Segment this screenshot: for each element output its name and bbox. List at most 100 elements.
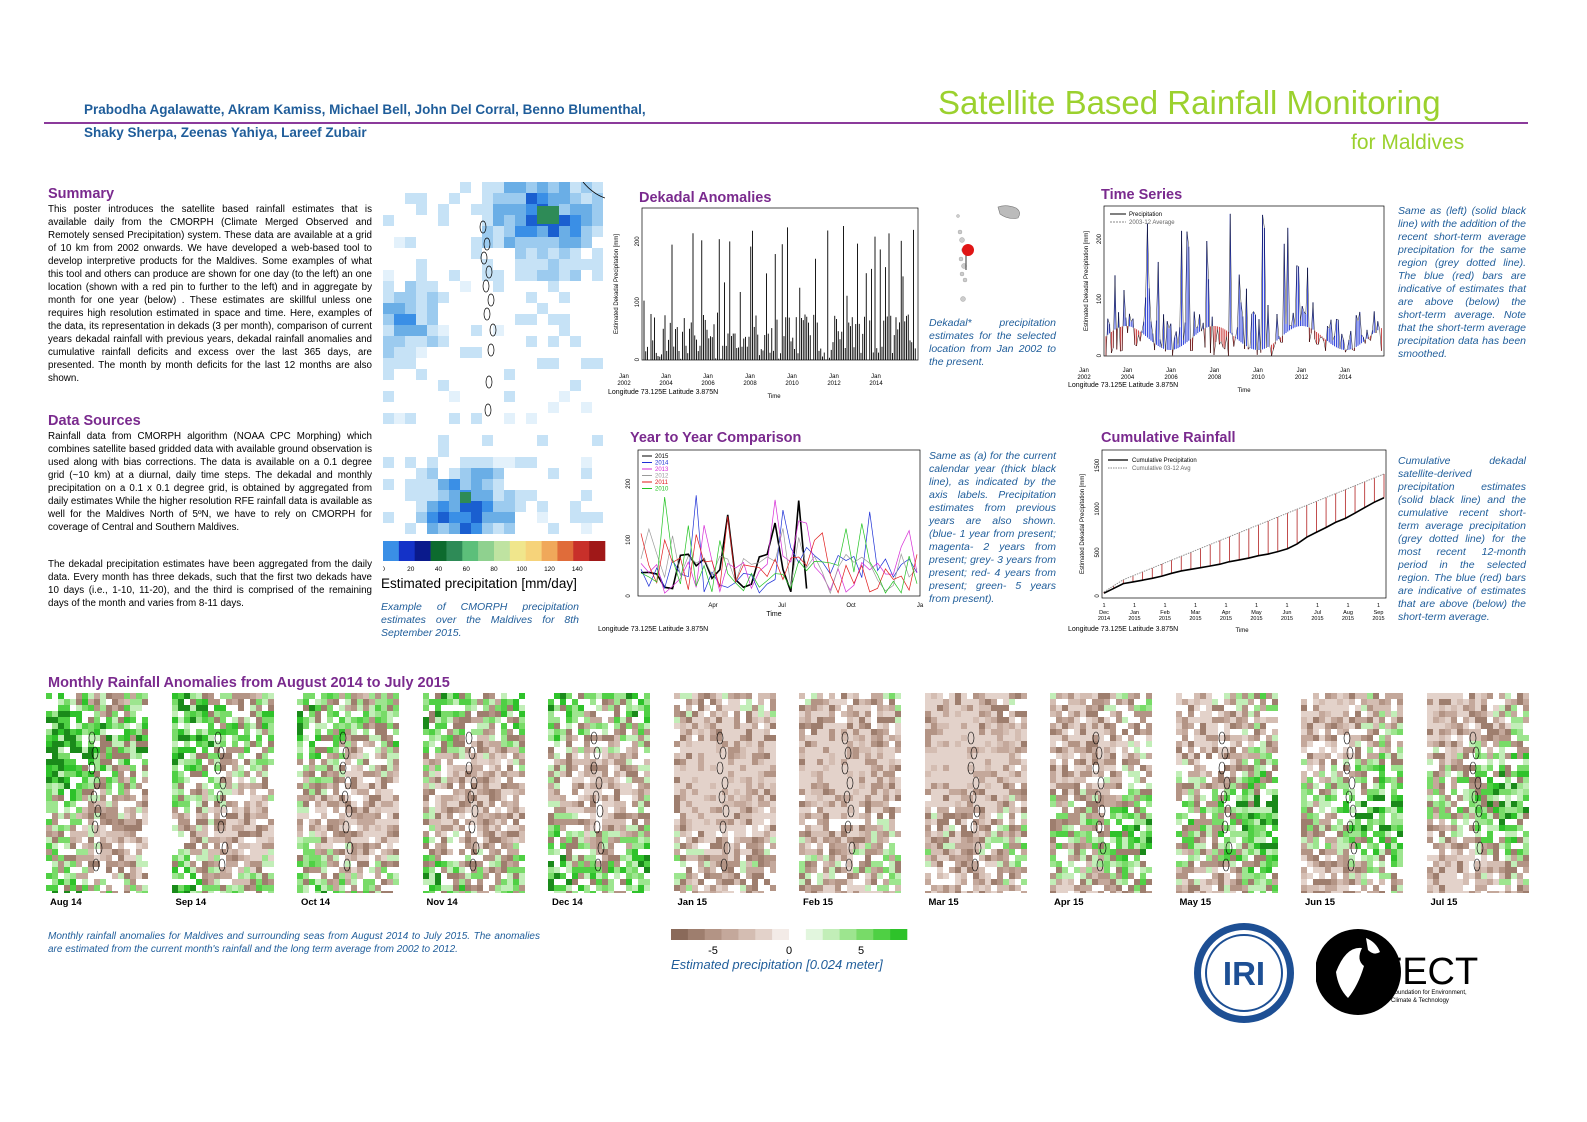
anomaly-cell xyxy=(195,711,202,717)
anomaly-cell xyxy=(506,891,513,897)
anomaly-cell xyxy=(799,759,805,765)
anomaly-cell xyxy=(865,723,871,729)
anomaly-cell xyxy=(142,771,148,777)
anomaly-cell xyxy=(859,867,865,873)
anomaly-cell xyxy=(799,879,805,885)
anomaly-cell xyxy=(948,825,955,831)
anomaly-cell xyxy=(889,693,895,699)
anomaly-cell xyxy=(960,741,967,747)
anomaly-cell xyxy=(118,741,124,747)
anomaly-cell xyxy=(231,879,238,885)
anomaly-cell xyxy=(996,831,1003,837)
anomaly-cell xyxy=(960,825,967,831)
anomaly-cell xyxy=(954,849,961,855)
anomaly-cell xyxy=(990,711,997,717)
anomaly-cell xyxy=(136,885,142,891)
anomaly-cell xyxy=(608,759,614,765)
anomaly-cell xyxy=(889,813,895,819)
anomaly-cell xyxy=(990,777,997,783)
anomaly-cell xyxy=(333,891,339,897)
anomaly-cell xyxy=(249,777,256,783)
anomaly-cell xyxy=(805,807,811,813)
map-cell xyxy=(427,281,438,292)
map-cell xyxy=(537,358,548,369)
anomaly-cell xyxy=(697,699,704,705)
anomaly-cell xyxy=(428,771,435,777)
map-cell xyxy=(548,468,559,479)
anomaly-cell xyxy=(895,765,901,771)
anomaly-cell xyxy=(183,867,190,873)
anomaly-cell xyxy=(817,795,823,801)
coastline xyxy=(582,182,605,199)
anomaly-cell xyxy=(482,801,489,807)
anomaly-cell xyxy=(1074,831,1080,837)
anomaly-cell xyxy=(548,699,554,705)
anomaly-cell xyxy=(709,783,716,789)
anomaly-cell xyxy=(375,771,381,777)
anomaly-cell xyxy=(626,813,632,819)
anomaly-cell xyxy=(757,705,764,711)
map-cell xyxy=(526,248,537,259)
anomaly-cell xyxy=(183,777,190,783)
anomaly-cell xyxy=(1074,813,1080,819)
anomaly-cell xyxy=(219,723,226,729)
anomaly-cell xyxy=(620,765,626,771)
anomaly-cell xyxy=(243,813,250,819)
anomaly-cell xyxy=(829,813,835,819)
anomaly-cell xyxy=(464,891,471,897)
anomaly-cell xyxy=(64,879,70,885)
anomaly-cell xyxy=(644,861,650,867)
anomaly-cell xyxy=(978,825,985,831)
anomaly-cell xyxy=(691,741,698,747)
anomaly-cell xyxy=(799,729,805,735)
anomaly-cell xyxy=(506,801,513,807)
anomaly-cell xyxy=(267,891,274,897)
anomaly-cell xyxy=(823,711,829,717)
map-cell xyxy=(394,347,405,358)
anomaly-cell xyxy=(620,693,626,699)
anomaly-cell xyxy=(811,705,817,711)
anomaly-cell xyxy=(375,855,381,861)
anomaly-cell xyxy=(895,783,901,789)
anomaly-cell xyxy=(345,837,351,843)
anomaly-cell xyxy=(739,747,746,753)
anomaly-cell xyxy=(363,783,369,789)
anomaly-cell xyxy=(924,837,931,843)
anomaly-cell xyxy=(1086,771,1092,777)
anomaly-cell xyxy=(106,735,112,741)
anomaly-cell xyxy=(130,831,136,837)
anomaly-cell xyxy=(506,765,513,771)
anomaly-cell xyxy=(255,759,262,765)
anomaly-cell xyxy=(942,801,949,807)
anomaly-cell xyxy=(225,891,232,897)
anomaly-cell xyxy=(763,849,770,855)
anomaly-cell xyxy=(237,771,244,777)
anomaly-cell xyxy=(709,855,716,861)
anomaly-cell xyxy=(375,729,381,735)
anomaly-cell xyxy=(602,831,608,837)
anomaly-cell xyxy=(942,765,949,771)
anomaly-cell xyxy=(596,771,602,777)
anomaly-cell xyxy=(978,837,985,843)
anomaly-cell xyxy=(751,741,758,747)
anomaly-cell xyxy=(82,693,88,699)
legend-label: 2003-12 Average xyxy=(1129,220,1175,226)
map-cell xyxy=(570,204,581,215)
anomaly-cell xyxy=(709,807,716,813)
anomaly-cell xyxy=(895,831,901,837)
anomaly-cell xyxy=(960,747,967,753)
anomaly-cell xyxy=(709,837,716,843)
anomaly-cell xyxy=(697,711,704,717)
colorbar-swatch xyxy=(478,541,495,561)
anomaly-cell xyxy=(482,741,489,747)
anomaly-cell xyxy=(70,831,76,837)
anomaly-cell xyxy=(1104,705,1110,711)
anomaly-cell xyxy=(52,747,58,753)
anomaly-cell xyxy=(596,831,602,837)
anomaly-cell xyxy=(58,795,64,801)
anomaly-cell xyxy=(255,837,262,843)
anomaly-cell xyxy=(763,861,770,867)
anomaly-cell xyxy=(464,843,471,849)
anomaly-cell xyxy=(219,807,226,813)
anomaly-cell xyxy=(1062,801,1068,807)
